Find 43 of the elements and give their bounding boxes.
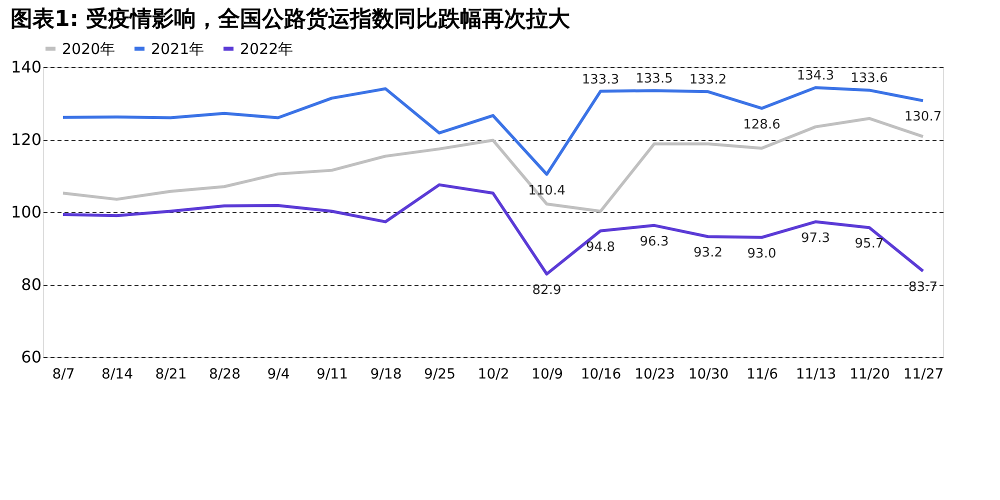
x-tick-label: 10/9 (532, 366, 563, 382)
x-tick-label: 10/2 (478, 366, 510, 382)
data-label: 93.2 (694, 246, 722, 261)
data-label: 93.0 (747, 246, 776, 262)
data-label: 82.9 (532, 282, 562, 298)
legend-label: 2021年 (151, 40, 204, 58)
x-tick-label: 10/30 (688, 366, 729, 382)
y-tick-label: 60 (21, 348, 42, 366)
data-label: 96.3 (640, 234, 669, 250)
x-tick-label: 11/13 (796, 366, 836, 382)
x-tick-label: 8/21 (155, 366, 187, 382)
data-label: 133.6 (850, 71, 888, 86)
x-tick-label: 8/28 (209, 366, 240, 382)
x-tick-label: 8/14 (102, 366, 134, 382)
y-tick-label: 100 (10, 202, 42, 222)
data-label: 130.7 (904, 110, 942, 125)
data-label: 110.4 (528, 183, 566, 198)
x-tick-label: 8/7 (52, 366, 75, 382)
data-label: 97.3 (801, 230, 830, 246)
x-tick-label: 9/4 (267, 366, 290, 382)
x-tick-label: 11/20 (850, 366, 890, 382)
x-tick-label: 10/16 (580, 366, 622, 382)
data-label: 128.6 (743, 117, 780, 132)
data-label: 133.5 (636, 72, 673, 87)
data-label: 133.2 (689, 72, 727, 88)
line-series (62, 183, 924, 276)
legend-label: 2022年 (240, 40, 294, 58)
x-tick-label: 9/11 (316, 366, 348, 382)
data-label: 83.7 (908, 280, 938, 296)
y-tick-label: 120 (10, 130, 42, 149)
legend-label: 2020年 (62, 40, 116, 58)
x-tick-label: 9/25 (424, 366, 456, 382)
x-tick-label: 10/23 (634, 366, 675, 382)
y-tick-label: 80 (21, 275, 42, 294)
y-tick-label: 140 (10, 58, 42, 76)
data-label: 94.8 (586, 240, 615, 255)
x-tick-label: 9/18 (370, 366, 402, 382)
data-label: 95.7 (854, 236, 884, 252)
data-label: 134.3 (796, 68, 834, 84)
x-tick-label: 11/6 (746, 366, 778, 382)
x-tick-label: 11/27 (903, 366, 944, 382)
chart-title: 图表1: 受疫情影响，全国公路货运指数同比跌幅再次拉大 (10, 7, 572, 32)
data-label: 133.3 (582, 72, 620, 88)
